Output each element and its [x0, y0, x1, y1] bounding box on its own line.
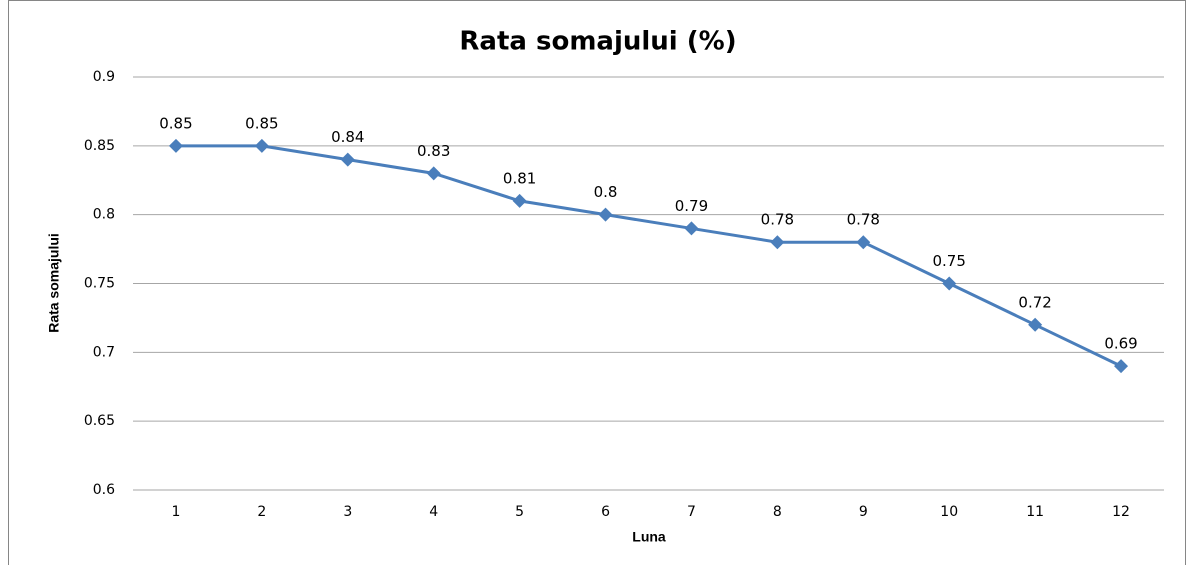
data-label: 0.79	[675, 197, 708, 215]
x-tick-label: 3	[343, 504, 352, 520]
data-label: 0.84	[331, 128, 364, 146]
y-tick-label: 0.6	[93, 482, 115, 498]
x-tick-label: 1	[171, 504, 180, 520]
data-label: 0.85	[245, 114, 278, 132]
point-marker	[426, 166, 441, 181]
data-label: 0.72	[1018, 293, 1051, 311]
y-tick-label: 0.75	[84, 276, 115, 292]
point-marker	[168, 138, 183, 153]
x-tick-label: 8	[773, 504, 782, 520]
data-label: 0.75	[933, 252, 966, 270]
x-tick-label: 7	[687, 504, 696, 520]
data-label: 0.8	[594, 183, 618, 201]
y-tick-label: 0.9	[93, 69, 115, 85]
point-marker	[770, 235, 785, 250]
x-tick-label: 12	[1112, 504, 1130, 520]
point-marker	[856, 235, 871, 250]
point-marker	[340, 152, 355, 167]
x-tick-label: 10	[940, 504, 958, 520]
series-line	[175, 144, 1122, 368]
x-tick-label: 2	[257, 504, 266, 520]
data-label: 0.81	[503, 169, 536, 187]
x-tick-label: 6	[601, 504, 610, 520]
data-label: 0.69	[1104, 335, 1137, 353]
data-label: 0.83	[417, 142, 450, 160]
point-marker	[684, 221, 699, 236]
x-axis-label: Luna	[632, 529, 666, 545]
x-tick-label: 9	[859, 504, 868, 520]
y-tick-label: 0.8	[93, 207, 115, 223]
data-label: 0.78	[847, 211, 880, 229]
point-marker	[254, 138, 269, 153]
x-tick-label: 4	[429, 504, 438, 520]
point-marker	[512, 193, 527, 208]
x-tick-label: 5	[515, 504, 524, 520]
data-label: 0.85	[159, 114, 192, 132]
point-marker	[942, 276, 957, 291]
point-marker	[1028, 317, 1043, 332]
x-tick-label: 11	[1026, 504, 1044, 520]
point-marker	[598, 207, 613, 222]
data-label: 0.78	[761, 211, 794, 229]
point-marker	[1114, 359, 1129, 374]
chart-frame	[8, 0, 1186, 565]
y-tick-label: 0.65	[84, 413, 115, 429]
y-tick-label: 0.85	[84, 138, 115, 154]
chart-title: Rata somajului (%)	[459, 27, 736, 57]
y-axis-label: Rata somajului	[46, 233, 62, 333]
y-tick-label: 0.7	[93, 344, 115, 360]
